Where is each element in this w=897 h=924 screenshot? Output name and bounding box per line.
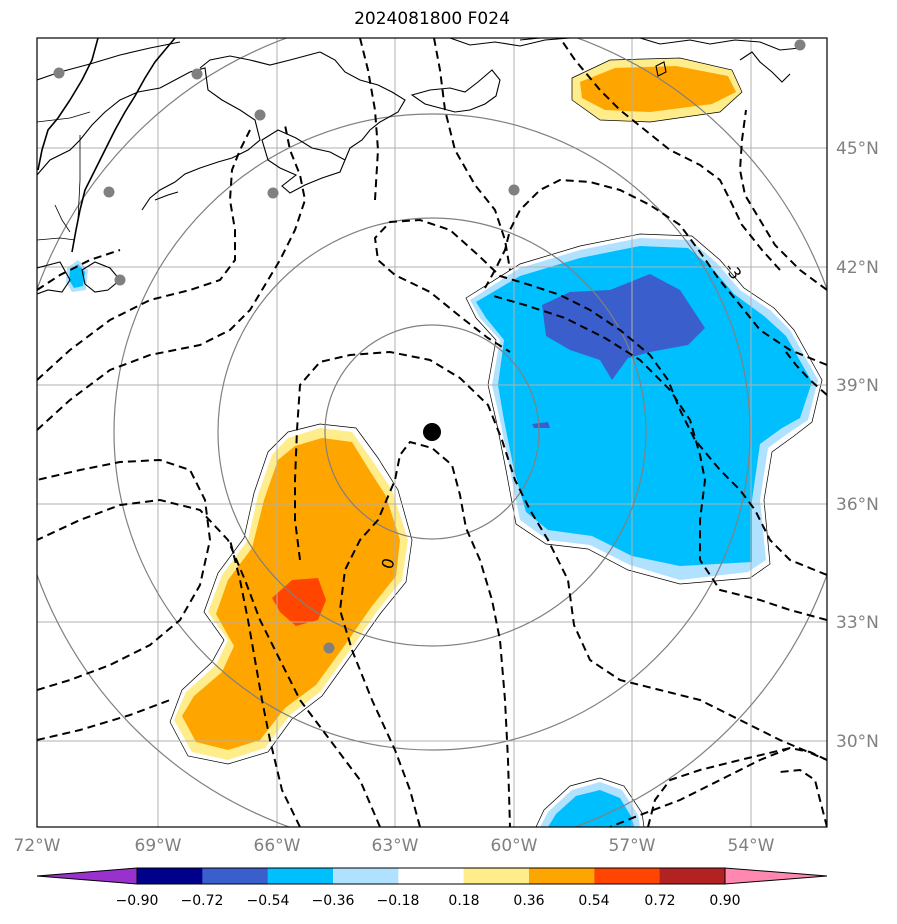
longitude-labels: 72°W 69°W 66°W 63°W 60°W 57°W 54°W <box>14 836 775 856</box>
colorbar-tick-label: −0.54 <box>247 893 290 909</box>
lon-tick-label: 60°W <box>491 836 538 856</box>
coastlines <box>37 38 801 295</box>
station-markers <box>53 39 806 654</box>
station-marker <box>267 187 279 199</box>
colorbar-tick-label: −0.36 <box>312 893 355 909</box>
colorbar-segment <box>333 868 399 884</box>
station-marker <box>191 68 203 80</box>
storm-center-marker <box>423 423 441 441</box>
colorbar-extend-high <box>725 868 827 884</box>
colorbar-segments <box>37 868 827 884</box>
map-area: 0 -3 <box>37 38 827 827</box>
colorbar: −0.90 −0.72 −0.54 −0.36 −0.18 0.18 0.36 … <box>36 867 828 909</box>
lat-tick-label: 42°N <box>836 258 879 278</box>
lon-tick-label: 57°W <box>609 836 656 856</box>
political-borders <box>37 38 176 253</box>
lon-tick-label: 72°W <box>14 836 61 856</box>
colorbar-tick-label: 0.54 <box>578 893 609 909</box>
colorbar-segment <box>659 868 726 884</box>
small-negative-patch-west <box>66 260 88 292</box>
colorbar-segment <box>137 868 203 884</box>
state-lines <box>37 111 91 241</box>
lat-tick-label: 30°N <box>836 732 879 752</box>
positive-anomaly-region-southwest <box>174 428 408 760</box>
negative-anomaly-region-south <box>540 782 640 827</box>
lat-tick-label: 39°N <box>836 376 879 396</box>
latitude-labels: 45°N 42°N 39°N 36°N 33°N 30°N <box>836 139 879 752</box>
lat-tick-label: 45°N <box>836 139 879 159</box>
colorbar-segment <box>267 868 334 884</box>
colorbar-extend-low <box>37 868 137 884</box>
map-frame <box>36 37 828 828</box>
station-marker <box>53 67 65 79</box>
colorbar-tick-label: 0.90 <box>709 893 740 909</box>
colorbar-segment <box>463 868 530 884</box>
lon-tick-label: 54°W <box>728 836 775 856</box>
colorbar-tick-labels: −0.90 −0.72 −0.54 −0.36 −0.18 0.18 0.36 … <box>116 893 741 909</box>
colorbar-segment <box>529 868 595 884</box>
colorbar-tick-label: 0.36 <box>513 893 544 909</box>
colorbar-segment <box>202 868 269 884</box>
colorbar-tick-label: 0.72 <box>644 893 675 909</box>
station-marker <box>323 642 335 654</box>
lon-tick-label: 63°W <box>372 836 419 856</box>
graticule <box>37 38 827 827</box>
lat-tick-label: 33°N <box>836 613 879 633</box>
colorbar-tick-label: −0.90 <box>116 893 159 909</box>
lon-tick-label: 69°W <box>135 836 182 856</box>
colorbar-tick-label: −0.18 <box>377 893 420 909</box>
station-marker <box>794 39 806 51</box>
colorbar-tick-label: 0.18 <box>448 893 479 909</box>
lat-tick-label: 36°N <box>836 495 879 515</box>
colorbar-segment <box>398 868 465 884</box>
map-title: 2024081800 F024 <box>354 9 510 29</box>
station-marker <box>103 186 115 198</box>
positive-anomaly-region-north <box>572 58 742 122</box>
colorbar-segment <box>594 868 661 884</box>
colorbar-tick-label: −0.72 <box>181 893 224 909</box>
lon-tick-label: 66°W <box>254 836 301 856</box>
station-marker <box>508 184 520 196</box>
station-marker <box>254 109 266 121</box>
range-rings <box>37 38 827 827</box>
height-contours <box>37 38 827 827</box>
negative-anomaly-region-east <box>470 238 818 580</box>
station-marker <box>114 274 126 286</box>
